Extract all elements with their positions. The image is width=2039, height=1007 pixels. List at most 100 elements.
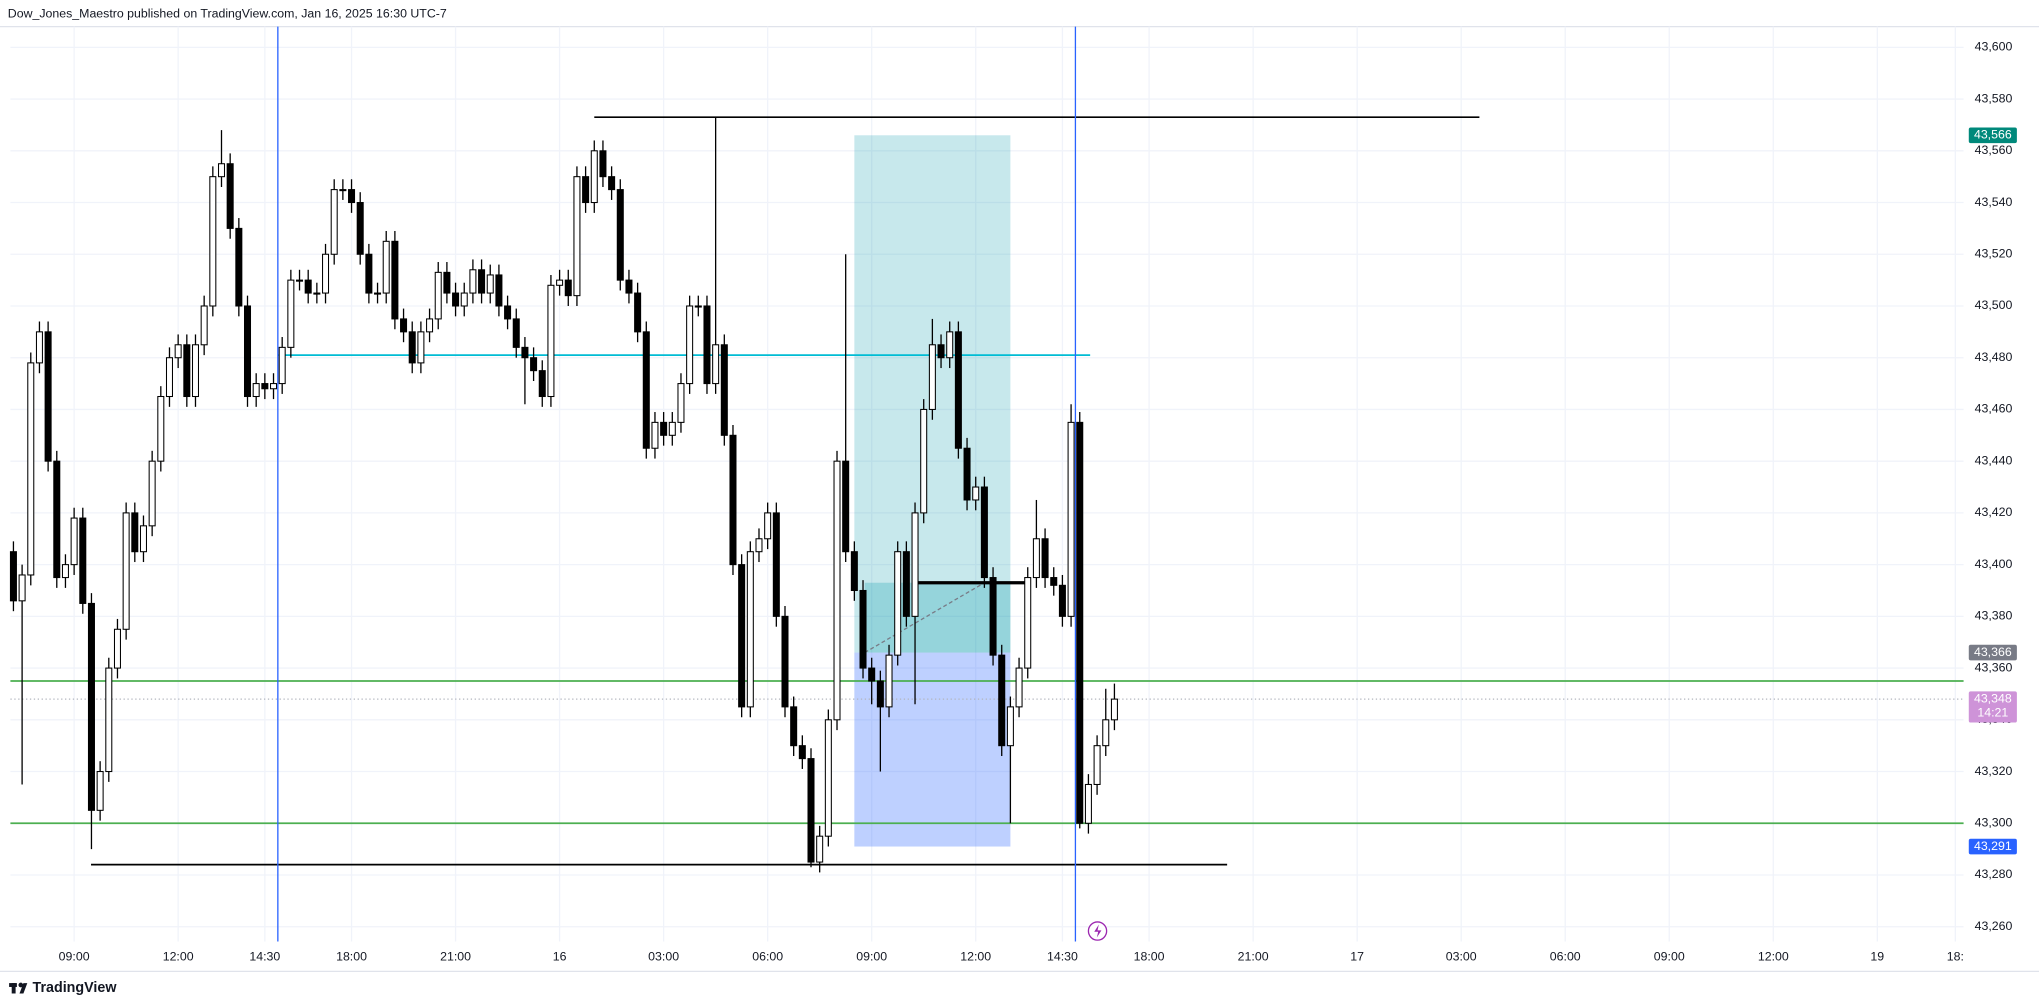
brand: TradingView <box>33 980 118 996</box>
candle-body <box>356 202 364 255</box>
candle-body <box>590 150 598 204</box>
y-tick-label: 43,560 <box>1975 143 2013 157</box>
y-tick-label: 43,420 <box>1975 505 2013 519</box>
y-tick-label: 43,320 <box>1975 764 2013 778</box>
candle-body <box>954 331 962 449</box>
candle-body <box>582 176 590 204</box>
candle-body <box>9 551 17 602</box>
x-tick-label: 09:00 <box>1654 949 1685 963</box>
candle-body <box>478 269 486 294</box>
candle-body <box>1110 698 1118 721</box>
price-badge <box>1968 644 2017 661</box>
candle-body <box>521 346 529 359</box>
candle-body <box>96 771 104 811</box>
candle-body <box>226 163 234 229</box>
candle-body <box>807 758 815 863</box>
candle-body <box>1024 577 1032 669</box>
candle-body <box>1093 745 1101 785</box>
candle-body <box>963 447 971 501</box>
candle-body <box>842 460 850 553</box>
candle-body <box>1041 538 1049 579</box>
candle-body <box>1058 584 1066 617</box>
candle-body <box>113 628 121 669</box>
candle-body <box>235 227 243 307</box>
candle-body <box>885 654 893 708</box>
candle-body <box>677 383 685 423</box>
candle-body <box>287 279 295 348</box>
candle-body <box>408 331 416 364</box>
y-tick-label: 43,280 <box>1975 867 2013 881</box>
candle-body <box>122 512 130 630</box>
candle-body <box>417 331 425 364</box>
y-tick-label: 43,460 <box>1975 402 2013 416</box>
candle-body <box>452 292 460 307</box>
x-tick-label: 18: <box>1947 949 1964 963</box>
candle-body <box>1032 538 1040 579</box>
candle-body <box>348 189 356 204</box>
candle-body <box>712 344 720 385</box>
candle-body <box>660 421 668 436</box>
candle-body <box>833 460 841 721</box>
candle-body <box>1006 706 1014 747</box>
y-tick-label: 43,600 <box>1975 40 2013 54</box>
candle-body <box>608 176 616 191</box>
candle-body <box>998 654 1006 747</box>
candle-body <box>209 176 217 307</box>
candle-body <box>191 344 200 398</box>
candle-body <box>504 305 512 320</box>
candle-body <box>495 274 503 307</box>
x-tick-label: 09:00 <box>856 949 887 963</box>
candle-body <box>374 292 382 295</box>
candle-body <box>703 305 711 385</box>
candle-body <box>174 344 182 359</box>
candle-body <box>339 189 347 192</box>
candle-body <box>261 383 269 390</box>
candle-body <box>330 189 338 255</box>
candle-body <box>61 564 69 579</box>
candle-body <box>599 150 607 178</box>
candle-body <box>668 421 676 436</box>
x-tick-label: 19 <box>1870 949 1884 963</box>
candle-body <box>798 745 806 760</box>
filled-zone <box>864 582 1011 653</box>
candle-body <box>738 564 746 708</box>
candle-body <box>157 395 165 462</box>
y-tick-label: 43,400 <box>1975 557 2013 571</box>
candle-body <box>911 512 919 617</box>
candle-body <box>755 538 763 553</box>
y-tick-label: 43,580 <box>1975 91 2013 105</box>
x-tick-label: 18:00 <box>1134 949 1165 963</box>
candle-body <box>876 680 884 708</box>
x-tick-label: 14:30 <box>249 949 280 963</box>
candle-body <box>35 331 43 364</box>
candle-body <box>313 292 321 295</box>
candle-body <box>1102 719 1110 747</box>
candle-body <box>902 551 910 617</box>
x-tick-label: 12:00 <box>1758 949 1789 963</box>
price-badge-label: 43,348 <box>1974 691 2012 705</box>
x-tick-label: 06:00 <box>1550 949 1581 963</box>
candle-body <box>79 517 87 604</box>
candle-body <box>1067 421 1075 617</box>
candle-body <box>70 517 78 566</box>
price-badge <box>1968 838 2017 855</box>
candle-body <box>651 421 659 449</box>
candle-body <box>538 370 546 398</box>
candle-body <box>729 434 737 566</box>
candle-body <box>816 835 824 863</box>
x-tick-label: 21:00 <box>440 949 471 963</box>
y-tick-label: 43,300 <box>1975 816 2013 830</box>
candle-body <box>720 344 728 436</box>
candle-body <box>44 331 52 462</box>
candle-body <box>564 279 572 297</box>
countdown: 14:21 <box>1977 706 2008 720</box>
candle-body <box>573 176 581 297</box>
x-tick-label: 03:00 <box>1446 949 1477 963</box>
candle-body <box>790 706 798 747</box>
candle-body <box>1076 421 1084 824</box>
candle-body <box>989 577 997 656</box>
candle-body <box>625 279 633 294</box>
price-badge <box>1968 691 2017 723</box>
candle-body <box>243 305 252 398</box>
